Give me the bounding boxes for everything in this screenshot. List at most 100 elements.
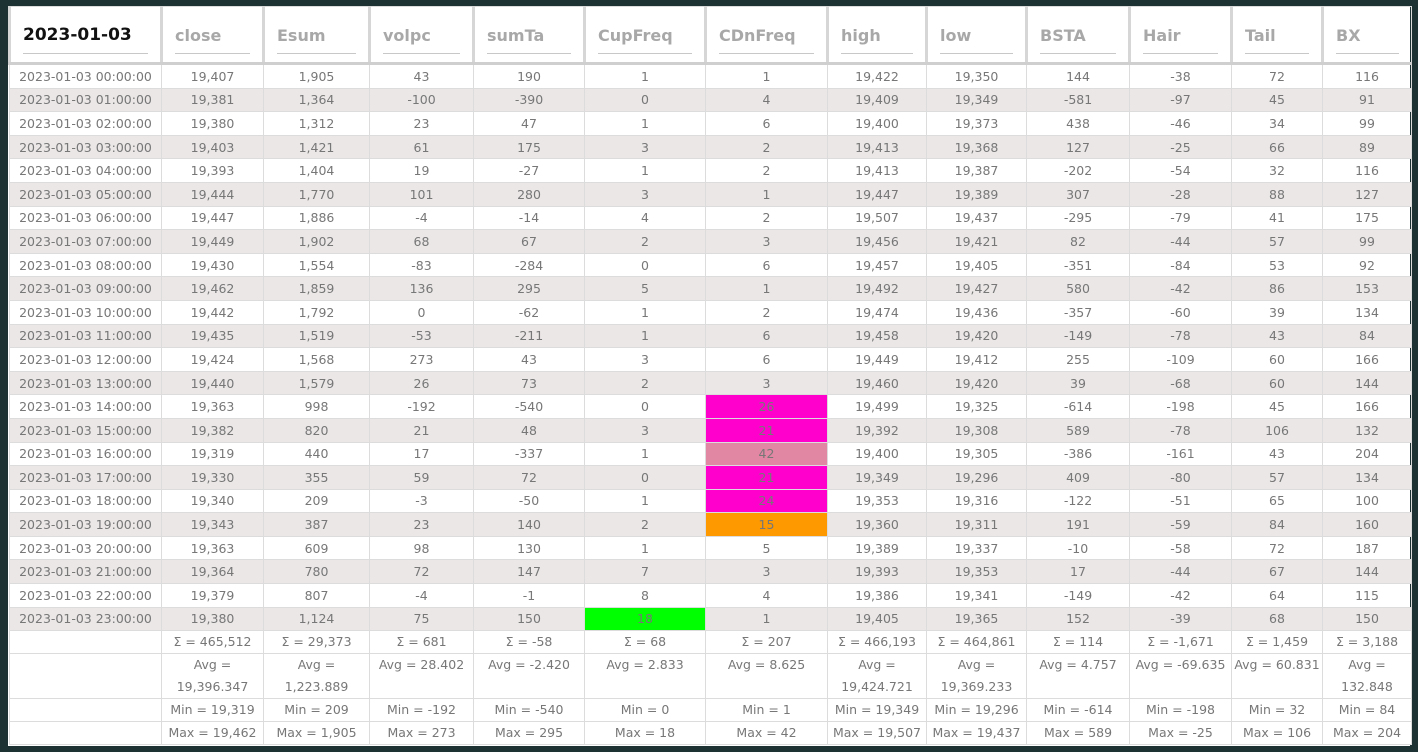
- timestamp-cell: 2023-01-03 22:00:00: [9, 583, 162, 608]
- timestamp-cell: 2023-01-03 11:00:00: [9, 323, 162, 349]
- value-cell: 82: [1026, 229, 1130, 254]
- value-cell: 116: [1322, 158, 1412, 183]
- value-cell: 8: [584, 583, 706, 608]
- value-cell: -3: [369, 488, 474, 514]
- table-row: 2023-01-03 15:00:00 19,382 820 21 48 3 21 19,39…: [9, 417, 1412, 443]
- column-header-bsta[interactable]: BSTA: [1025, 6, 1130, 65]
- value-cell: 3: [705, 559, 828, 585]
- column-header-esum[interactable]: Esum: [262, 6, 370, 65]
- value-cell: 2: [705, 299, 828, 325]
- footer-min-cell: Min = 19,296: [926, 698, 1027, 723]
- footer-max-cell: Max = -25: [1129, 721, 1232, 746]
- value-cell: 19,365: [926, 606, 1027, 632]
- value-cell: 3: [584, 134, 706, 160]
- footer-min-cell: Min = 0: [584, 698, 706, 723]
- footer-sum-cell: Σ = -1,671: [1129, 630, 1232, 655]
- value-cell: 409: [1026, 465, 1130, 490]
- table-row: 2023-01-03 06:00:00 19,447 1,886 -4 -14 4 2 19,…: [9, 205, 1412, 231]
- value-cell: -78: [1129, 417, 1232, 443]
- value-cell: -42: [1129, 276, 1232, 301]
- value-cell: 19,373: [926, 111, 1027, 136]
- value-cell: 1,905: [263, 63, 370, 89]
- column-header-high[interactable]: high: [826, 6, 927, 65]
- timestamp-cell: 2023-01-03 23:00:00: [9, 606, 162, 632]
- value-cell: 1,519: [263, 323, 370, 349]
- column-header-volpc[interactable]: volpc: [368, 6, 474, 65]
- value-cell: 67: [473, 229, 585, 254]
- footer-min-cell: Min = -192: [369, 698, 474, 723]
- value-cell: -202: [1026, 158, 1130, 183]
- column-header-close[interactable]: close: [160, 6, 264, 65]
- table-row: 2023-01-03 08:00:00 19,430 1,554 -83 -284 0 6 1…: [9, 252, 1412, 278]
- value-cell: 3: [584, 417, 706, 443]
- value-cell: 140: [473, 512, 585, 537]
- value-cell: 19,387: [926, 158, 1027, 183]
- value-cell: 19,350: [926, 63, 1027, 89]
- value-cell: 19,364: [161, 559, 264, 585]
- value-cell: 127: [1322, 181, 1412, 207]
- value-cell: 1,404: [263, 158, 370, 183]
- footer-max-cell: Max = 204: [1322, 721, 1412, 746]
- value-cell: 609: [263, 535, 370, 561]
- highlighted-value-cell: 24: [705, 488, 828, 514]
- column-header-cdnfreq[interactable]: CDnFreq: [704, 6, 828, 65]
- value-cell: 355: [263, 465, 370, 490]
- footer-row-avg: Avg = 19,396.347 Avg = 1,223.889 Avg = 28.…: [9, 653, 1412, 700]
- value-cell: 19,435: [161, 323, 264, 349]
- value-cell: -60: [1129, 299, 1232, 325]
- value-cell: 19,460: [827, 370, 927, 396]
- footer-max-cell: Max = 18: [584, 721, 706, 746]
- value-cell: 7: [584, 559, 706, 585]
- value-cell: 19,442: [161, 299, 264, 325]
- footer-max-cell: Max = 295: [473, 721, 585, 746]
- value-cell: 1,312: [263, 111, 370, 136]
- value-cell: 6: [705, 323, 828, 349]
- column-header-bx[interactable]: BX: [1321, 6, 1412, 65]
- value-cell: 175: [1322, 205, 1412, 231]
- column-header-sumta[interactable]: sumTa: [472, 6, 585, 65]
- value-cell: 19,380: [161, 111, 264, 136]
- value-cell: 19,316: [926, 488, 1027, 514]
- value-cell: 19,430: [161, 252, 264, 278]
- value-cell: 26: [369, 370, 474, 396]
- value-cell: -198: [1129, 394, 1232, 419]
- value-cell: 190: [473, 63, 585, 89]
- footer-row-max: Max = 19,462 Max = 1,905 Max = 273 Max = 29…: [9, 721, 1412, 746]
- value-cell: 147: [473, 559, 585, 585]
- value-cell: -83: [369, 252, 474, 278]
- value-cell: -581: [1026, 87, 1130, 113]
- column-header-cupfreq[interactable]: CupFreq: [583, 6, 706, 65]
- value-cell: 175: [473, 134, 585, 160]
- column-header-tail[interactable]: Tail: [1230, 6, 1323, 65]
- value-cell: 19,447: [161, 205, 264, 231]
- value-cell: 53: [1231, 252, 1323, 278]
- value-cell: 43: [1231, 441, 1323, 467]
- value-cell: 19,403: [161, 134, 264, 160]
- value-cell: 17: [369, 441, 474, 467]
- value-cell: 19,380: [161, 606, 264, 632]
- value-cell: 3: [705, 370, 828, 396]
- value-cell: 19,449: [827, 347, 927, 372]
- value-cell: 153: [1322, 276, 1412, 301]
- value-cell: 19,420: [926, 370, 1027, 396]
- value-cell: 2: [705, 158, 828, 183]
- value-cell: 1: [584, 111, 706, 136]
- value-cell: 19,389: [926, 181, 1027, 207]
- value-cell: 1: [705, 606, 828, 632]
- footer-min-cell: Min = 84: [1322, 698, 1412, 723]
- column-header-hair[interactable]: Hair: [1128, 6, 1232, 65]
- value-cell: 1,124: [263, 606, 370, 632]
- footer-avg-cell: Avg = 19,424.721: [827, 653, 927, 700]
- value-cell: 57: [1231, 465, 1323, 490]
- value-cell: 99: [1322, 111, 1412, 136]
- value-cell: 45: [1231, 394, 1323, 419]
- value-cell: -337: [473, 441, 585, 467]
- value-cell: 39: [1026, 370, 1130, 396]
- footer-max-cell: Max = 19,462: [161, 721, 264, 746]
- value-cell: 19,427: [926, 276, 1027, 301]
- value-cell: 134: [1322, 465, 1412, 490]
- table-row: 2023-01-03 18:00:00 19,340 209 -3 -50 1 24 19,3…: [9, 488, 1412, 514]
- value-cell: 99: [1322, 229, 1412, 254]
- value-cell: 1: [584, 63, 706, 89]
- column-header-low[interactable]: low: [925, 6, 1027, 65]
